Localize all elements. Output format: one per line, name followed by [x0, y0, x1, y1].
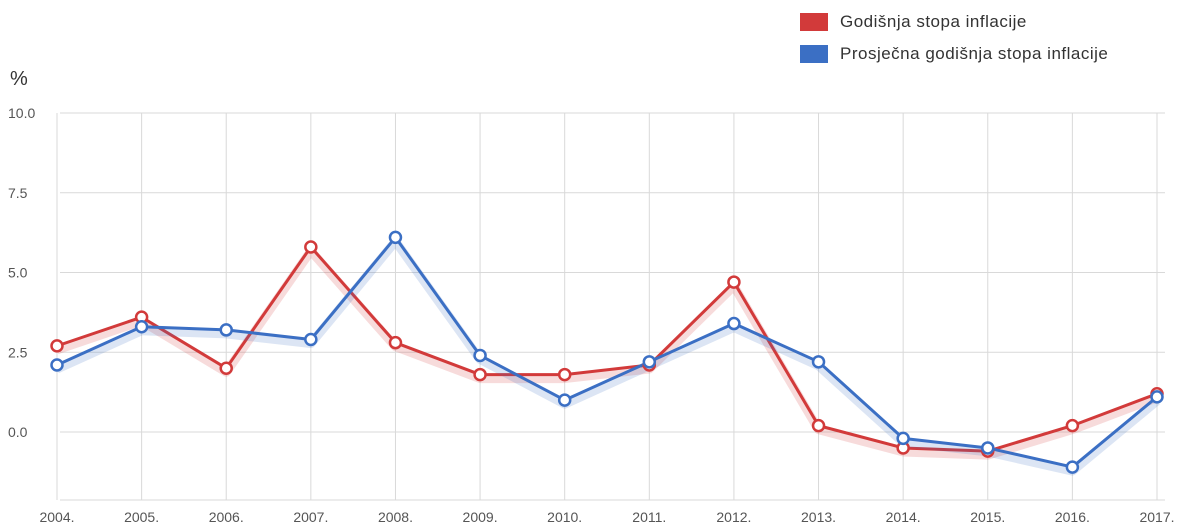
- x-tick-label: 2010.: [547, 509, 582, 525]
- data-point-series-1: [727, 316, 741, 331]
- x-tick-label: 2006.: [209, 509, 244, 525]
- x-tick-label: 2013.: [801, 509, 836, 525]
- data-point-series-0: [1065, 418, 1080, 433]
- data-point-series-0: [811, 418, 826, 433]
- data-point-series-1: [473, 348, 487, 363]
- data-point-series-0: [388, 335, 403, 350]
- legend-swatch-annual: [800, 13, 828, 31]
- data-point-series-1: [981, 441, 995, 455]
- series-line-0: [56, 245, 1158, 453]
- series-shadow-0: [55, 246, 1159, 460]
- legend-swatch-average: [800, 45, 828, 63]
- x-tick-label: 2008.: [378, 509, 413, 525]
- data-point-series-1: [304, 332, 318, 347]
- data-point-series-1: [134, 319, 149, 334]
- x-tick-label: 2005.: [124, 509, 159, 525]
- data-point-series-1: [811, 355, 826, 369]
- y-tick-label: 2.5: [8, 344, 28, 360]
- data-point-series-0: [304, 240, 318, 254]
- data-point-series-1: [219, 323, 233, 337]
- x-tick-label: 2015.: [970, 509, 1005, 525]
- data-point-series-1: [557, 393, 572, 407]
- y-tick-label: 10.0: [8, 105, 35, 121]
- x-tick-label: 2016.: [1055, 509, 1090, 525]
- data-point-series-1: [388, 230, 403, 245]
- series-line-1: [56, 235, 1158, 469]
- x-tick-label: 2009.: [463, 509, 498, 525]
- legend-item-annual-inflation[interactable]: Godišnja stopa inflacije: [800, 10, 1108, 34]
- legend-item-average-inflation[interactable]: Prosječna godišnja stopa inflacije: [800, 42, 1108, 66]
- data-point-series-0: [473, 367, 487, 382]
- data-point-series-1: [642, 355, 657, 369]
- data-point-series-1: [1150, 390, 1164, 404]
- x-tick-label: 2011.: [632, 509, 666, 525]
- x-tick-label: 2014.: [886, 509, 921, 525]
- data-point-series-0: [50, 339, 64, 353]
- x-tick-label: 2017.: [1139, 509, 1174, 525]
- x-tick-label: 2004.: [39, 509, 74, 525]
- y-tick-label: 5.0: [8, 265, 28, 281]
- y-tick-label: 7.5: [8, 185, 28, 201]
- x-tick-label: 2007.: [293, 509, 328, 525]
- y-tick-label: 0.0: [8, 424, 28, 440]
- data-point-series-1: [896, 431, 910, 446]
- data-point-series-1: [1065, 460, 1080, 474]
- x-tick-label: 2012.: [716, 509, 751, 525]
- chart-legend: Godišnja stopa inflacije Prosječna godiš…: [800, 10, 1108, 74]
- series-shadow-1: [55, 236, 1160, 476]
- data-point-series-0: [219, 361, 233, 375]
- legend-label-annual: Godišnja stopa inflacije: [840, 12, 1027, 31]
- data-point-series-1: [50, 358, 64, 372]
- data-point-series-0: [557, 367, 572, 382]
- y-axis-unit-label: %: [10, 68, 28, 90]
- data-point-series-0: [727, 275, 741, 289]
- legend-label-average: Prosječna godišnja stopa inflacije: [840, 44, 1109, 63]
